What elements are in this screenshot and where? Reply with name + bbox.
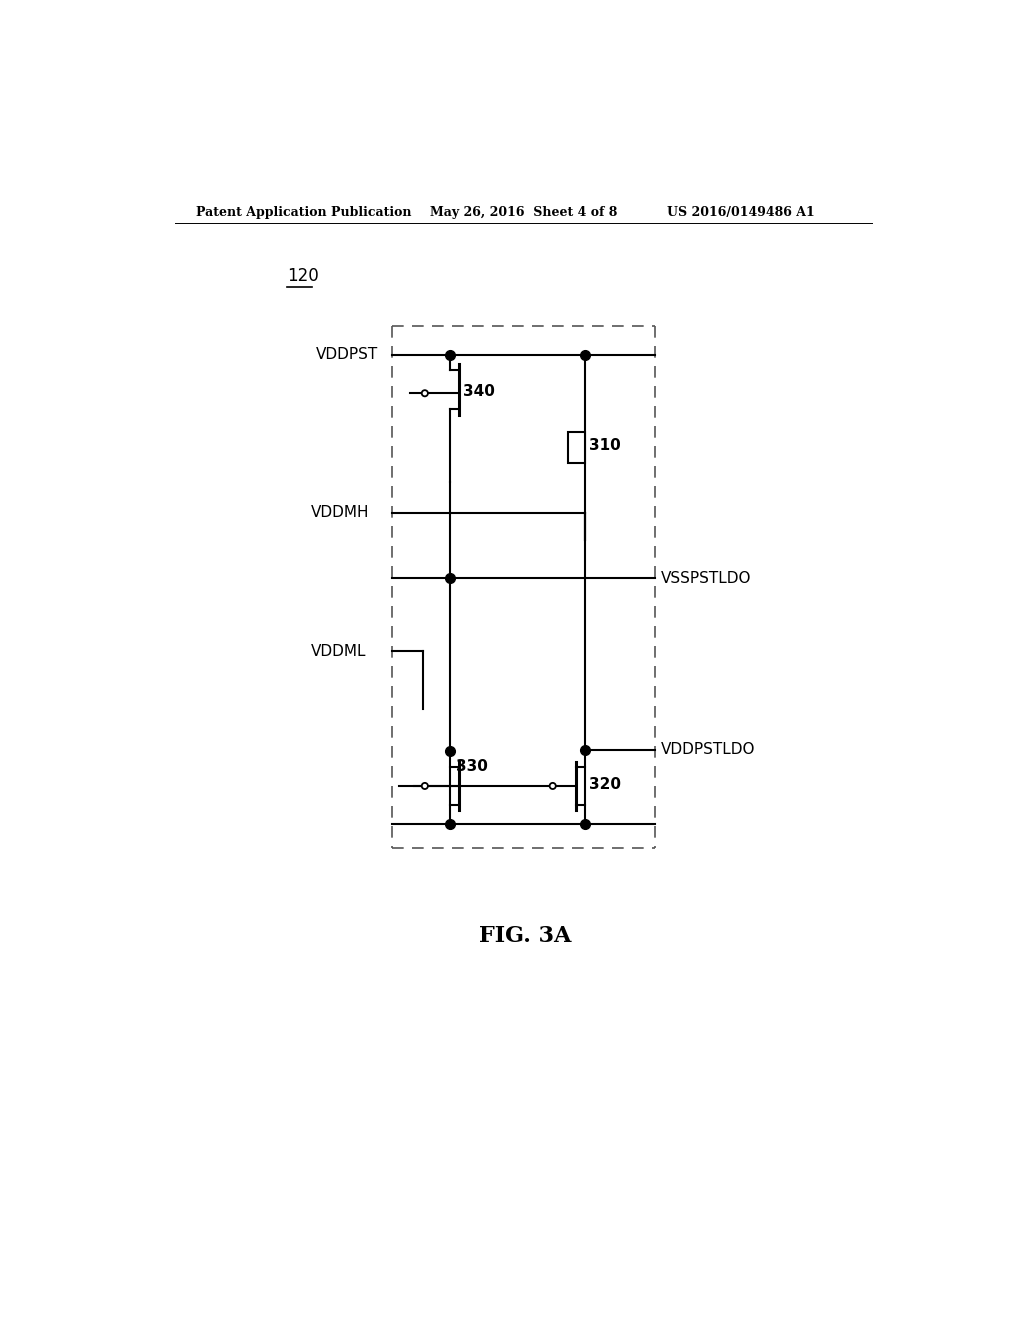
- Text: 330: 330: [456, 759, 487, 774]
- Text: VSSPSTLDO: VSSPSTLDO: [662, 570, 752, 586]
- Text: US 2016/0149486 A1: US 2016/0149486 A1: [667, 206, 814, 219]
- Bar: [568, 432, 586, 462]
- Text: VDDPSTLDO: VDDPSTLDO: [662, 742, 756, 758]
- Circle shape: [422, 783, 428, 789]
- Text: 320: 320: [589, 777, 622, 792]
- Text: 310: 310: [589, 438, 621, 453]
- Text: 340: 340: [463, 384, 495, 399]
- Text: VDDPST: VDDPST: [316, 347, 379, 362]
- Text: VDDMH: VDDMH: [311, 506, 370, 520]
- Text: Patent Application Publication: Patent Application Publication: [197, 206, 412, 219]
- Text: May 26, 2016  Sheet 4 of 8: May 26, 2016 Sheet 4 of 8: [430, 206, 617, 219]
- Circle shape: [422, 391, 428, 396]
- Text: 120: 120: [287, 268, 318, 285]
- Text: VDDML: VDDML: [311, 644, 367, 659]
- Circle shape: [550, 783, 556, 789]
- Text: FIG. 3A: FIG. 3A: [478, 925, 571, 948]
